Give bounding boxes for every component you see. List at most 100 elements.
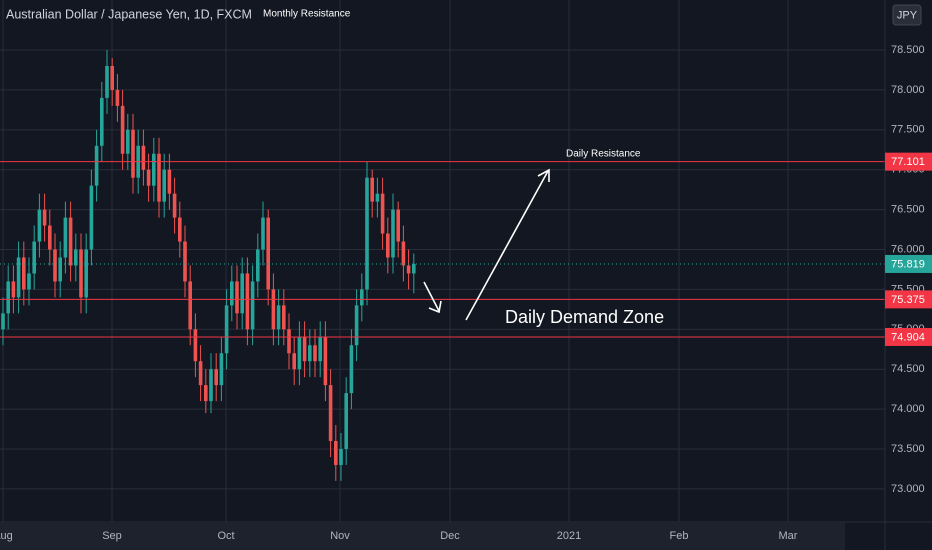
x-tick-label: Feb (670, 530, 689, 542)
candle-body (141, 145, 146, 170)
y-tick-label: 77.500 (891, 124, 925, 136)
level-label: 77.101 (891, 156, 925, 168)
candle-body (406, 265, 411, 274)
candle-body (391, 209, 395, 258)
candle-body (209, 369, 213, 402)
arrow-head (428, 300, 442, 314)
candle-body (162, 169, 166, 202)
candle-body (74, 249, 78, 266)
candle-body (261, 217, 265, 250)
candle-body (375, 193, 380, 202)
level-tag (885, 152, 932, 171)
candle-body (344, 393, 348, 449)
candle-body (183, 241, 187, 282)
level-tag (885, 327, 932, 346)
candle-body (58, 257, 62, 282)
candle-body (94, 145, 99, 186)
level-label: 75.375 (891, 294, 925, 306)
x-tick-label: Sep (102, 530, 122, 542)
candle-body (126, 129, 130, 154)
candle-body (302, 337, 307, 362)
arrows (423, 168, 550, 321)
candle-body (245, 273, 250, 330)
candle-body (334, 441, 338, 465)
candle-body (271, 289, 276, 330)
candle-body (412, 263, 416, 274)
candle-body (313, 345, 317, 362)
candle-body (115, 89, 120, 106)
candle-body (152, 153, 156, 186)
x-tick-label: Aug (0, 530, 13, 542)
annotation: Daily Resistance (566, 149, 641, 160)
candle-body (79, 249, 83, 298)
candle-body (105, 65, 109, 98)
candle-body (131, 129, 135, 178)
currency-label[interactable]: JPY (897, 9, 918, 21)
candle-body (219, 353, 224, 386)
candle-body (250, 281, 255, 330)
time-range-highlight (0, 523, 845, 550)
candle-body (53, 249, 57, 282)
y-tick-label: 78.000 (891, 84, 925, 96)
y-tick-label: 74.000 (891, 403, 925, 415)
currency-button[interactable] (892, 4, 922, 26)
candle-body (37, 209, 42, 242)
candle-body (167, 169, 172, 194)
candle-body (282, 305, 286, 330)
candle-body (292, 353, 296, 370)
candle-body (240, 273, 244, 314)
y-tick-label: 76.000 (891, 243, 925, 255)
candle-body (365, 177, 369, 290)
candle-body (224, 305, 229, 354)
x-tick-label: Oct (217, 530, 234, 542)
candle-body (339, 448, 343, 465)
candle-body (354, 305, 359, 346)
candle-body (308, 345, 312, 362)
chart-title: Australian Dollar / Japanese Yen, 1D, FX… (6, 7, 252, 21)
candle-body (287, 329, 291, 354)
candle-body (146, 169, 151, 186)
candle-body (110, 65, 114, 90)
candle-body (63, 217, 68, 258)
candle-body (27, 273, 31, 290)
arrow (465, 170, 549, 321)
y-tick-label: 73.500 (891, 443, 925, 455)
candle-body (68, 217, 73, 266)
candle-body (1, 313, 5, 330)
candle-body (100, 97, 104, 146)
candle-body (193, 329, 198, 362)
candle-body (214, 369, 218, 386)
candle-body (84, 249, 88, 298)
candle-body (172, 193, 177, 218)
candle-body (297, 337, 302, 370)
candle-body (48, 225, 52, 250)
last-price-label: 75.819 (891, 258, 925, 270)
candle-body (230, 281, 234, 306)
arrow-head (537, 168, 550, 182)
candle-body (198, 361, 203, 386)
y-tick-label: 78.500 (891, 44, 925, 56)
annotation: Monthly Resistance (263, 9, 351, 20)
candle-body (401, 241, 406, 266)
candle-body (157, 153, 161, 202)
candle-body (386, 233, 390, 258)
candle-body (11, 281, 16, 298)
candle-body (266, 217, 270, 290)
candle-body (204, 385, 208, 402)
candle-body (32, 241, 36, 274)
candle-body (188, 281, 192, 330)
candle-body (318, 337, 322, 362)
candle-body (178, 217, 182, 242)
x-tick-label: Mar (779, 530, 798, 542)
candle-body (276, 305, 281, 330)
candle-body (349, 345, 354, 394)
candle-body (42, 209, 47, 226)
x-tick-label: Dec (440, 530, 460, 542)
y-tick-label: 76.500 (891, 204, 925, 216)
candle-body (380, 193, 385, 234)
candle-body (370, 177, 374, 202)
candle-body (6, 281, 10, 314)
arrow (423, 281, 440, 312)
candle-body (120, 105, 125, 154)
candle-body (328, 385, 333, 442)
